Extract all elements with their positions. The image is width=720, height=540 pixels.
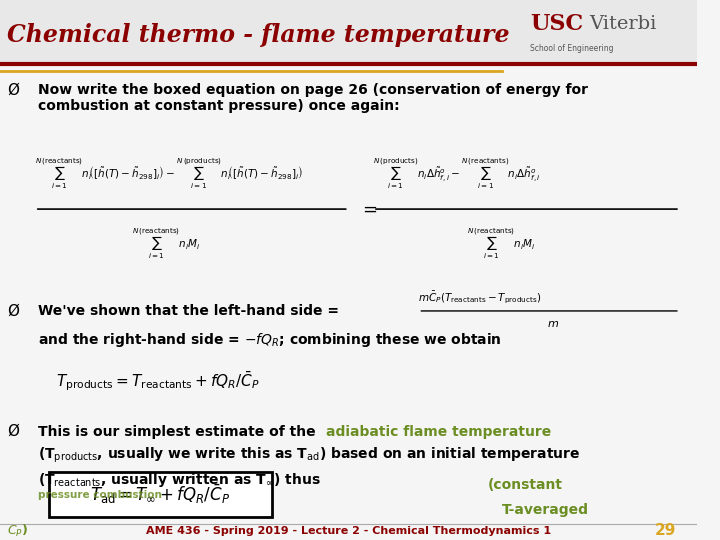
Text: adiabatic flame temperature: adiabatic flame temperature [326, 424, 552, 438]
Text: $m$: $m$ [547, 319, 559, 329]
FancyBboxPatch shape [49, 472, 272, 517]
Text: Viterbi: Viterbi [589, 15, 657, 33]
Text: $=$: $=$ [359, 200, 378, 218]
Text: Chemical thermo - flame temperature: Chemical thermo - flame temperature [7, 23, 510, 47]
Text: USC: USC [530, 13, 583, 35]
Text: This is our simplest estimate of the: This is our simplest estimate of the [38, 424, 321, 438]
Text: Ø: Ø [7, 83, 19, 98]
Text: Ø: Ø [7, 303, 19, 319]
Text: $\sum_{i=1}^{N\,\mathrm{(products)}} n_i \Delta\tilde{h}^o_{f,i} - \sum_{i=1}^{N: $\sum_{i=1}^{N\,\mathrm{(products)}} n_i… [373, 157, 541, 192]
Text: $\sum_{i=1}^{N\,\mathrm{(reactants)}} n_i M_i$: $\sum_{i=1}^{N\,\mathrm{(reactants)}} n_… [467, 227, 536, 261]
Text: pressure combustion: pressure combustion [38, 490, 162, 500]
Text: $T_{\mathrm{products}} = T_{\mathrm{reactants}} + fQ_R / \bar{C}_P$: $T_{\mathrm{products}} = T_{\mathrm{reac… [55, 369, 260, 393]
Text: AME 436 - Spring 2019 - Lecture 2 - Chemical Thermodynamics 1: AME 436 - Spring 2019 - Lecture 2 - Chem… [146, 526, 552, 536]
Text: 29: 29 [655, 523, 676, 538]
Text: $\sum_{i=1}^{N\,\mathrm{(reactants)}} n_i\!\left([\tilde{h}(T)-\tilde{h}_{298}]_: $\sum_{i=1}^{N\,\mathrm{(reactants)}} n_… [35, 157, 303, 192]
Text: T-averaged: T-averaged [502, 503, 589, 517]
FancyBboxPatch shape [0, 0, 697, 64]
Text: $\sum_{i=1}^{N\,\mathrm{(reactants)}} n_i M_i$: $\sum_{i=1}^{N\,\mathrm{(reactants)}} n_… [132, 227, 201, 261]
Text: (constant: (constant [488, 478, 563, 492]
Text: (T$_{\mathrm{reactants}}$, usually written as T$_\infty$) thus: (T$_{\mathrm{reactants}}$, usually writt… [38, 471, 321, 489]
Text: (T$_{\mathrm{products}}$, usually we write this as T$_{\mathrm{ad}}$) based on a: (T$_{\mathrm{products}}$, usually we wri… [38, 446, 580, 465]
Text: Now write the boxed equation on page 26 (conservation of energy for
combustion a: Now write the boxed equation on page 26 … [38, 83, 588, 113]
Text: Ø: Ø [7, 424, 19, 439]
Text: We've shown that the left-hand side =: We've shown that the left-hand side = [38, 304, 344, 318]
Text: $C_P$): $C_P$) [7, 523, 28, 539]
Text: $m\bar{C}_P(T_{\mathrm{reactants}}-T_{\mathrm{products}})$: $m\bar{C}_P(T_{\mathrm{reactants}}-T_{\m… [418, 289, 542, 306]
Text: School of Engineering: School of Engineering [530, 44, 613, 53]
Text: and the right-hand side = $-fQ_R$; combining these we obtain: and the right-hand side = $-fQ_R$; combi… [38, 332, 502, 349]
Text: $T_{\mathrm{ad}} = T_\infty + fQ_R / \bar{C}_P$: $T_{\mathrm{ad}} = T_\infty + fQ_R / \ba… [90, 483, 230, 507]
